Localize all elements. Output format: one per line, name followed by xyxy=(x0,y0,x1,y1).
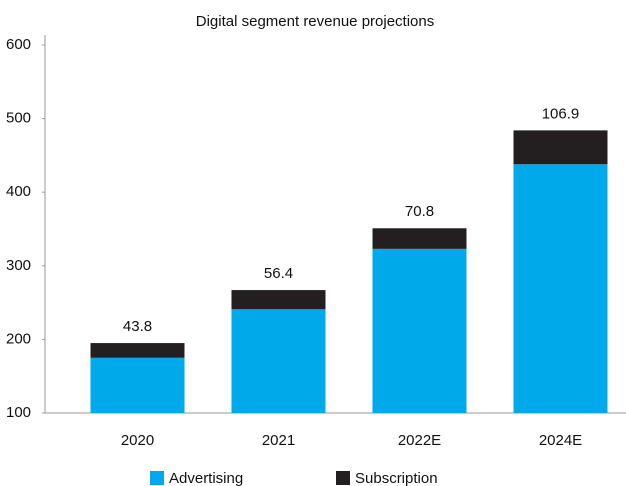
bar-segment xyxy=(90,357,185,413)
y-tick-label: 500 xyxy=(6,110,31,127)
chart-title: Digital segment revenue projections xyxy=(196,13,434,30)
bar-segment xyxy=(513,130,608,165)
y-tick-label: 200 xyxy=(6,330,31,347)
x-tick-label: 2020 xyxy=(121,432,154,449)
total-label: 106.9 xyxy=(542,105,580,122)
y-tick-label: 100 xyxy=(6,404,31,421)
bar-segment xyxy=(513,164,608,413)
legend-swatch xyxy=(150,471,164,485)
x-tick-label: 2022E xyxy=(398,432,441,449)
total-label: 43.8 xyxy=(123,318,152,335)
y-tick-label: 300 xyxy=(6,257,31,274)
bar-segment xyxy=(372,248,467,413)
y-tick-label: 600 xyxy=(6,36,31,53)
bar-segment xyxy=(90,343,185,358)
legend-label: Advertising xyxy=(169,470,243,486)
legend-label: Subscription xyxy=(355,470,438,486)
x-tick-label: 2024E xyxy=(539,432,582,449)
legend-swatch xyxy=(336,471,350,485)
y-tick-label: 400 xyxy=(6,183,31,200)
total-label: 70.8 xyxy=(405,203,434,220)
bar-segment xyxy=(372,228,467,249)
bar-segment xyxy=(231,290,326,310)
total-label: 56.4 xyxy=(264,265,293,282)
bar-segment xyxy=(231,309,326,413)
x-tick-label: 2021 xyxy=(262,432,295,449)
